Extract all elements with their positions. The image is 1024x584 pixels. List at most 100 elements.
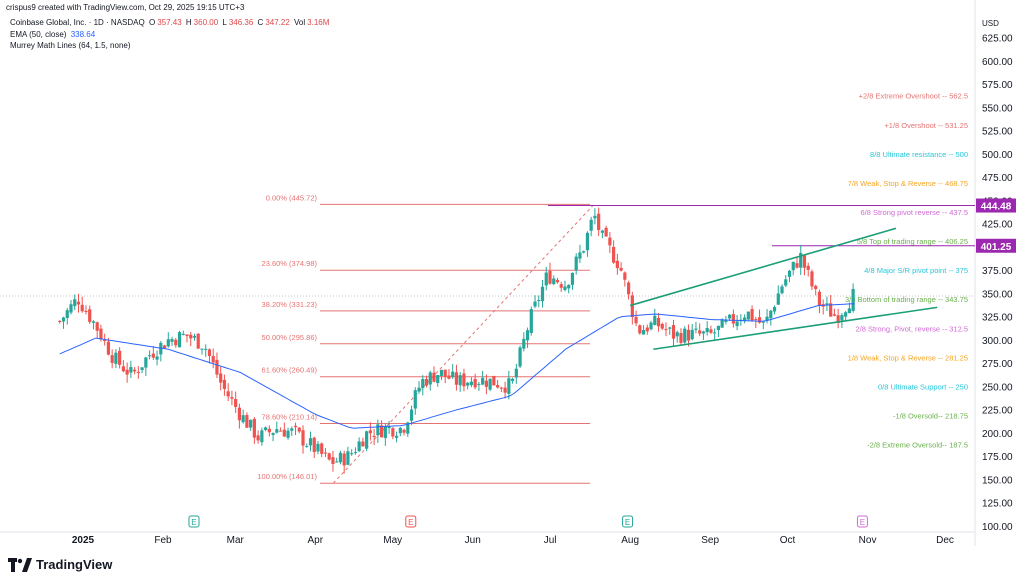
earnings-marker[interactable]: E <box>405 515 417 528</box>
candle[interactable] <box>361 437 365 447</box>
candle[interactable] <box>829 295 833 317</box>
candle[interactable] <box>308 431 313 452</box>
candle[interactable] <box>492 375 496 386</box>
candle[interactable] <box>799 244 803 276</box>
candle[interactable] <box>451 363 455 379</box>
candle[interactable] <box>200 348 204 355</box>
candle[interactable] <box>776 285 780 305</box>
candle[interactable] <box>185 334 189 343</box>
candle[interactable] <box>245 412 249 428</box>
candle[interactable] <box>597 207 601 236</box>
candle[interactable] <box>709 325 713 335</box>
candle[interactable] <box>544 266 548 291</box>
candle[interactable] <box>641 325 646 335</box>
candle[interactable] <box>690 324 694 341</box>
candle[interactable] <box>473 373 477 390</box>
candle[interactable] <box>234 391 238 413</box>
candle[interactable] <box>754 316 758 329</box>
candle[interactable] <box>589 216 593 237</box>
candle[interactable] <box>626 280 631 300</box>
candle[interactable] <box>772 305 777 315</box>
candle[interactable] <box>533 295 537 309</box>
candle[interactable] <box>454 364 459 391</box>
candle[interactable] <box>346 446 350 466</box>
candle[interactable] <box>668 326 672 335</box>
candle[interactable] <box>80 296 84 313</box>
candle[interactable] <box>301 425 305 454</box>
ema-line[interactable] <box>59 303 855 429</box>
candle[interactable] <box>394 431 399 443</box>
candle[interactable] <box>742 314 747 324</box>
candle[interactable] <box>694 321 698 334</box>
candle[interactable] <box>155 350 159 366</box>
candle[interactable] <box>447 369 451 380</box>
candle[interactable] <box>387 421 391 435</box>
candle[interactable] <box>600 229 604 239</box>
candle[interactable] <box>421 375 425 396</box>
candle[interactable] <box>230 390 234 406</box>
candle[interactable] <box>241 409 245 424</box>
candle[interactable] <box>219 366 223 391</box>
earnings-marker[interactable]: E <box>622 515 634 528</box>
candle[interactable] <box>286 427 290 440</box>
candle[interactable] <box>716 325 721 338</box>
candle[interactable] <box>305 443 309 448</box>
candle[interactable] <box>686 324 691 347</box>
candle[interactable] <box>252 416 256 444</box>
candle[interactable] <box>851 283 855 313</box>
candle[interactable] <box>503 381 507 399</box>
candle[interactable] <box>368 422 372 441</box>
candle[interactable] <box>619 262 623 272</box>
candle[interactable] <box>353 447 358 455</box>
candle[interactable] <box>559 281 563 292</box>
candle[interactable] <box>608 232 612 254</box>
earnings-marker[interactable]: E <box>188 515 200 528</box>
candle[interactable] <box>570 272 575 290</box>
candle[interactable] <box>477 381 481 391</box>
candle[interactable] <box>529 306 533 336</box>
candle[interactable] <box>106 337 111 356</box>
candle[interactable] <box>840 313 844 328</box>
candle[interactable] <box>69 300 73 315</box>
earnings-marker[interactable]: E <box>856 515 868 528</box>
candle[interactable] <box>140 367 144 374</box>
candle[interactable] <box>222 374 227 396</box>
candle[interactable] <box>683 326 687 344</box>
candle[interactable] <box>585 231 590 257</box>
candle[interactable] <box>207 348 212 364</box>
candle[interactable] <box>499 386 503 393</box>
candle[interactable] <box>263 426 268 432</box>
candle[interactable] <box>844 310 848 321</box>
candle[interactable] <box>267 425 271 437</box>
candle[interactable] <box>750 305 754 322</box>
candle[interactable] <box>331 450 335 472</box>
candle[interactable] <box>121 360 125 373</box>
candle[interactable] <box>365 430 369 452</box>
candle[interactable] <box>65 307 69 325</box>
legend-row-murrey[interactable]: Murrey Math Lines (64, 1.5, none) <box>10 40 331 52</box>
candle[interactable] <box>312 436 316 458</box>
candle[interactable] <box>249 419 253 431</box>
candle[interactable] <box>88 305 92 324</box>
candle[interactable] <box>84 305 88 315</box>
candle[interactable] <box>133 367 137 375</box>
candle[interactable] <box>376 419 380 443</box>
candle[interactable] <box>192 333 197 341</box>
candle[interactable] <box>159 341 163 362</box>
candle[interactable] <box>432 366 436 383</box>
candle[interactable] <box>540 279 545 308</box>
candle[interactable] <box>522 332 526 352</box>
candle[interactable] <box>784 275 788 288</box>
candle[interactable] <box>488 378 492 392</box>
symbol-name[interactable]: Coinbase Global, Inc. · 1D · NASDAQ <box>10 18 145 27</box>
candle[interactable] <box>181 330 185 336</box>
candle[interactable] <box>204 344 208 357</box>
candle[interactable] <box>125 362 129 383</box>
candle[interactable] <box>342 450 346 474</box>
candle[interactable] <box>170 336 174 346</box>
candle[interactable] <box>177 330 182 348</box>
candle[interactable] <box>821 299 825 315</box>
candle[interactable] <box>578 244 582 264</box>
candle[interactable] <box>320 442 324 458</box>
